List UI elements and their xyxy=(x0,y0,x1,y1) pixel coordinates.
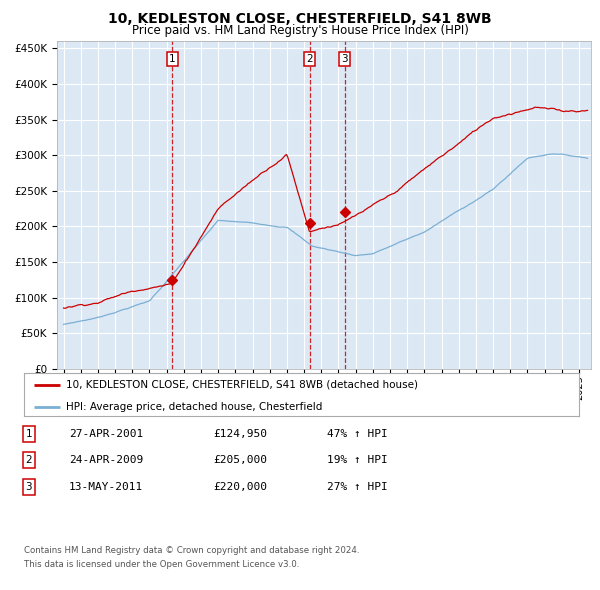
Text: 10, KEDLESTON CLOSE, CHESTERFIELD, S41 8WB: 10, KEDLESTON CLOSE, CHESTERFIELD, S41 8… xyxy=(108,12,492,26)
Text: This data is licensed under the Open Government Licence v3.0.: This data is licensed under the Open Gov… xyxy=(24,560,299,569)
Text: 47% ↑ HPI: 47% ↑ HPI xyxy=(327,429,388,438)
Text: 27% ↑ HPI: 27% ↑ HPI xyxy=(327,482,388,491)
Text: £124,950: £124,950 xyxy=(213,429,267,438)
Text: 27-APR-2001: 27-APR-2001 xyxy=(69,429,143,438)
Text: £205,000: £205,000 xyxy=(213,455,267,465)
Text: 3: 3 xyxy=(341,54,348,64)
Text: 19% ↑ HPI: 19% ↑ HPI xyxy=(327,455,388,465)
Text: 10, KEDLESTON CLOSE, CHESTERFIELD, S41 8WB (detached house): 10, KEDLESTON CLOSE, CHESTERFIELD, S41 8… xyxy=(65,379,418,389)
Text: HPI: Average price, detached house, Chesterfield: HPI: Average price, detached house, Ches… xyxy=(65,402,322,412)
Text: Contains HM Land Registry data © Crown copyright and database right 2024.: Contains HM Land Registry data © Crown c… xyxy=(24,546,359,555)
Text: £220,000: £220,000 xyxy=(213,482,267,491)
Text: 1: 1 xyxy=(169,54,175,64)
Text: 24-APR-2009: 24-APR-2009 xyxy=(69,455,143,465)
Text: 3: 3 xyxy=(25,482,32,491)
Text: 2: 2 xyxy=(25,455,32,465)
Text: Price paid vs. HM Land Registry's House Price Index (HPI): Price paid vs. HM Land Registry's House … xyxy=(131,24,469,37)
Text: 1: 1 xyxy=(25,429,32,438)
Text: 2: 2 xyxy=(306,54,313,64)
Text: 13-MAY-2011: 13-MAY-2011 xyxy=(69,482,143,491)
